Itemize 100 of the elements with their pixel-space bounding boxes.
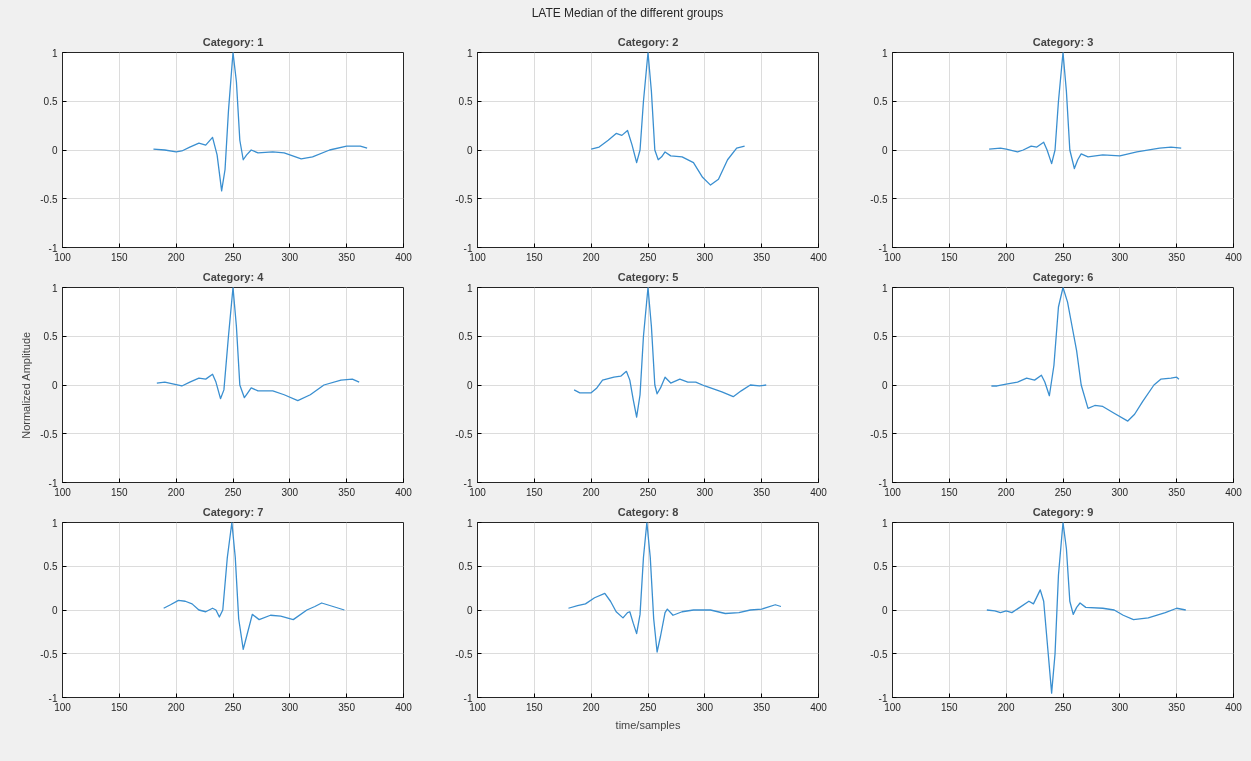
x-tick-label: 400 — [1225, 486, 1243, 498]
x-tick-label: 200 — [997, 701, 1015, 713]
x-tick-label: 300 — [281, 701, 299, 713]
y-tick-label: -0.5 — [40, 428, 58, 440]
y-tick-label: 0 — [51, 380, 58, 391]
y-tick-label: 0.5 — [458, 331, 473, 343]
x-tick-label: 400 — [810, 486, 828, 498]
y-tick-label: -0.5 — [870, 428, 888, 440]
y-tick-label: 1 — [881, 282, 888, 294]
x-tick-label: 300 — [1111, 701, 1129, 713]
y-tick-label: 0 — [466, 605, 473, 616]
y-tick-label: 1 — [51, 282, 58, 294]
x-tick-label: 300 — [1111, 486, 1129, 498]
x-tick-label: 250 — [639, 701, 657, 713]
x-tick-label: 150 — [110, 251, 129, 263]
x-tick-label: 400 — [810, 251, 828, 263]
y-tick-label: 0.5 — [873, 331, 888, 343]
x-tick-label: 100 — [884, 701, 902, 713]
chart-title: Category: 3 — [1032, 35, 1094, 48]
y-tick-label: 0 — [881, 145, 888, 156]
chart-title: Category: 7 — [202, 505, 264, 518]
y-tick-label: 0.5 — [458, 96, 473, 108]
y-tick-label: -0.5 — [40, 648, 58, 660]
x-tick-label: 250 — [224, 701, 242, 713]
x-tick-label: 350 — [1168, 701, 1186, 713]
chart-title: Category: 5 — [617, 270, 679, 283]
y-tick-label: -1 — [463, 242, 473, 254]
x-tick-label: 100 — [884, 251, 902, 263]
x-tick-label: 100 — [469, 251, 487, 263]
y-tick-label: 0 — [466, 380, 473, 391]
x-tick-label: 400 — [395, 251, 413, 263]
x-tick-label: 200 — [167, 486, 185, 498]
x-tick-label: 100 — [469, 486, 487, 498]
x-tick-label: 100 — [54, 701, 72, 713]
y-tick-label: 1 — [51, 47, 58, 59]
x-tick-label: 200 — [167, 701, 185, 713]
x-tick-label: 100 — [54, 251, 72, 263]
x-tick-label: 100 — [884, 486, 902, 498]
x-tick-label: 200 — [582, 251, 600, 263]
y-tick-label: -0.5 — [870, 648, 888, 660]
y-tick-label: 0 — [881, 380, 888, 391]
y-tick-label: -0.5 — [870, 193, 888, 205]
y-tick-label: -1 — [878, 692, 888, 704]
y-tick-label: 0.5 — [43, 561, 58, 573]
chart-title: Category: 8 — [617, 505, 679, 518]
y-tick-label: 0 — [466, 145, 473, 156]
y-tick-label: -1 — [48, 477, 58, 489]
y-tick-label: 0 — [51, 605, 58, 616]
x-tick-label: 150 — [525, 486, 544, 498]
y-tick-label: -0.5 — [455, 428, 473, 440]
y-axis-title: Normalized Amplitude — [20, 331, 33, 439]
y-tick-label: 0.5 — [43, 331, 58, 343]
x-axis-title: time/samples — [615, 718, 681, 731]
x-tick-label: 350 — [753, 486, 771, 498]
y-tick-label: 1 — [466, 517, 473, 529]
x-tick-label: 300 — [281, 486, 299, 498]
text: LATE Median of the different groups — [5, 5, 1250, 23]
y-tick-label: 1 — [881, 517, 888, 529]
y-tick-label: -1 — [878, 477, 888, 489]
y-tick-label: 1 — [466, 282, 473, 294]
y-tick-label: 1 — [51, 517, 58, 529]
x-tick-label: 100 — [54, 486, 72, 498]
x-tick-label: 200 — [167, 251, 185, 263]
x-tick-label: 350 — [1168, 486, 1186, 498]
x-tick-label: 300 — [1111, 251, 1129, 263]
x-tick-label: 150 — [110, 701, 129, 713]
y-tick-label: -0.5 — [40, 193, 58, 205]
x-tick-label: 300 — [696, 486, 714, 498]
x-tick-label: 400 — [810, 701, 828, 713]
y-tick-label: 0.5 — [873, 96, 888, 108]
x-tick-label: 300 — [696, 701, 714, 713]
y-tick-label: -1 — [878, 242, 888, 254]
x-tick-label: 250 — [1054, 701, 1072, 713]
chart-title: Category: 2 — [617, 35, 679, 48]
x-tick-label: 350 — [338, 251, 356, 263]
x-tick-label: 200 — [997, 486, 1015, 498]
y-tick-label: 0 — [51, 145, 58, 156]
x-tick-label: 400 — [1225, 701, 1243, 713]
y-tick-label: 0 — [881, 605, 888, 616]
x-tick-label: 250 — [224, 486, 242, 498]
x-tick-label: 350 — [338, 701, 356, 713]
y-tick-label: -1 — [463, 477, 473, 489]
x-tick-label: 250 — [639, 251, 657, 263]
x-tick-label: 250 — [224, 251, 242, 263]
y-tick-label: -0.5 — [455, 193, 473, 205]
x-tick-label: 400 — [395, 701, 413, 713]
y-tick-label: -0.5 — [455, 648, 473, 660]
y-tick-label: -1 — [48, 692, 58, 704]
x-tick-label: 350 — [1168, 251, 1186, 263]
x-tick-label: 150 — [940, 701, 959, 713]
x-tick-label: 100 — [469, 701, 487, 713]
x-tick-label: 150 — [525, 701, 544, 713]
x-tick-label: 300 — [281, 251, 299, 263]
chart-title: Category: 9 — [1032, 505, 1094, 518]
y-tick-label: 1 — [881, 47, 888, 59]
x-tick-label: 150 — [525, 251, 544, 263]
x-tick-label: 200 — [582, 701, 600, 713]
x-tick-label: 150 — [110, 486, 129, 498]
x-tick-label: 400 — [1225, 251, 1243, 263]
x-tick-label: 200 — [582, 486, 600, 498]
